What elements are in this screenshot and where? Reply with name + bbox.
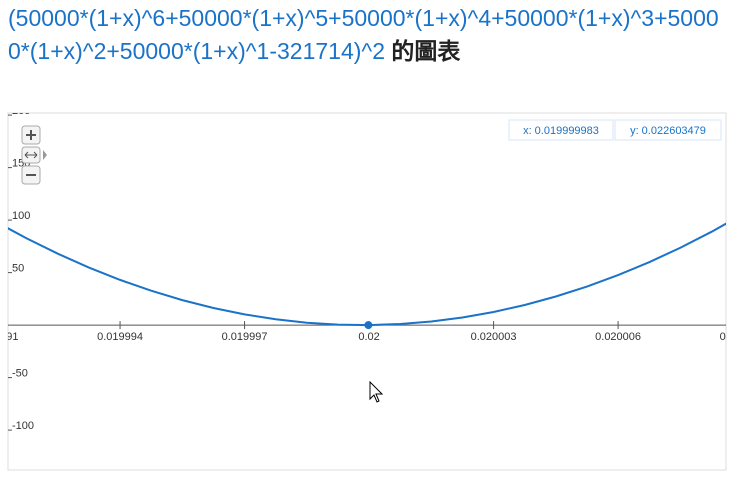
x-readout: x: 0.019999983 <box>523 125 599 137</box>
mouse-cursor <box>369 380 384 403</box>
x-tick-label: 0.019997 <box>222 331 268 343</box>
hover-point <box>364 321 373 330</box>
x-readout-box <box>508 119 614 141</box>
y-readout: y: 0.022603479 <box>630 125 706 137</box>
pan-arrow[interactable] <box>43 150 47 160</box>
x-tick-label: 0.019991 <box>0 331 18 343</box>
plot-area: -100-50501001502000.0199910.0199940.0199… <box>0 105 734 432</box>
hover-box: x: 0.019999983 y: 0.022603479 <box>508 119 722 141</box>
expression: (50000*(1+x)^6+50000*(1+x)^5+50000*(1+x)… <box>8 5 719 64</box>
y-readout-box <box>614 119 722 141</box>
x-tick-label: 0.02 <box>358 331 379 343</box>
y-tick-label: -50 <box>12 368 28 380</box>
x-tick-label: 0.019994 <box>97 331 143 343</box>
zoom-control[interactable] <box>21 125 47 185</box>
graph-title: (50000*(1+x)^6+50000*(1+x)^5+50000*(1+x)… <box>8 2 726 68</box>
x-tick-label: 0.020003 <box>471 331 517 343</box>
x-tick-label: 0.020009 <box>720 331 734 343</box>
pan-icon <box>24 151 38 159</box>
x-tick-label: 0.020006 <box>595 331 641 343</box>
plot-frame <box>7 112 727 471</box>
y-tick-label: 100 <box>12 210 30 222</box>
plus-icon <box>26 130 36 140</box>
y-tick-label: 200 <box>12 105 30 117</box>
y-tick-label: -100 <box>12 420 34 432</box>
title-suffix: 的圖表 <box>391 38 461 64</box>
y-tick-label: 50 <box>12 263 24 275</box>
